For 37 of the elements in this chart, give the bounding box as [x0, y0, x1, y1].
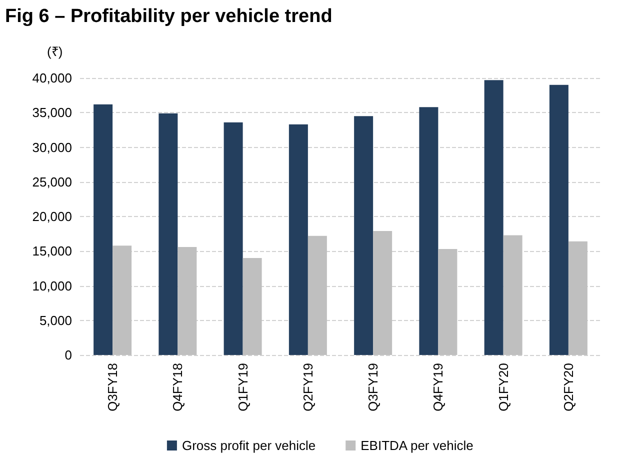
y-tick-label: 25,000	[32, 174, 72, 190]
x-tick-label: Q4FY18	[170, 363, 186, 412]
x-tick-label: Q1FY20	[496, 363, 511, 412]
x-tick-label: Q2FY20	[560, 363, 576, 412]
bar	[484, 80, 504, 355]
bar	[549, 84, 568, 355]
y-tick-label: 30,000	[32, 140, 72, 155]
y-tick-label: 0	[64, 348, 72, 362]
y-tick-label: 20,000	[32, 209, 72, 224]
y-axis-title: (₹)	[47, 44, 63, 59]
y-tick-label: 40,000	[32, 70, 72, 86]
bar	[112, 246, 132, 355]
bar	[503, 235, 522, 355]
x-tick-label: Q4FY19	[430, 363, 446, 412]
legend-label: EBITDA per vehicle	[360, 438, 474, 453]
y-tick-label: 5,000	[39, 312, 72, 328]
bar	[288, 124, 308, 355]
bar	[224, 122, 243, 355]
bar	[419, 107, 438, 355]
chart-title: Fig 6 – Profitability per vehicle trend	[5, 6, 332, 27]
x-tick-label: Q3FY18	[105, 363, 120, 412]
bar	[94, 104, 113, 355]
y-tick-label: 10,000	[32, 278, 72, 294]
bar	[438, 249, 458, 355]
bar	[178, 246, 197, 355]
bar	[568, 241, 588, 355]
bar	[158, 113, 178, 355]
legend-label: Gross profit per vehicle	[182, 438, 316, 453]
y-tick-label: 35,000	[32, 105, 72, 120]
x-tick-label: Q1FY19	[235, 363, 250, 412]
x-tick-label: Q3FY19	[366, 363, 381, 412]
y-tick-label: 15,000	[32, 244, 72, 259]
bar	[373, 231, 392, 355]
x-tick-label: Q2FY19	[300, 363, 316, 412]
bar	[308, 236, 327, 355]
bar	[354, 116, 374, 355]
bar	[242, 258, 262, 355]
